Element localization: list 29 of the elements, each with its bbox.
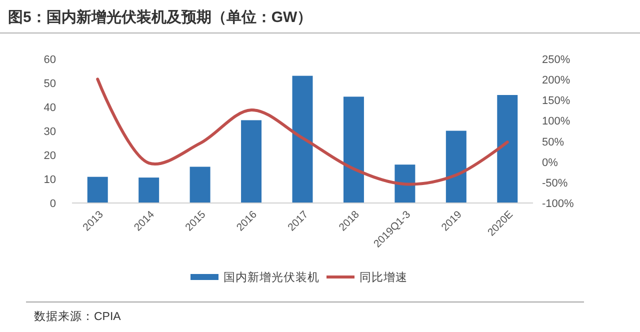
- y-tick-label: 0: [50, 198, 56, 210]
- y2-tick-label: 50%: [542, 136, 564, 148]
- bar: [87, 176, 108, 203]
- y2-tick-label: 150%: [542, 95, 570, 108]
- bar: [343, 96, 364, 203]
- y2-tick-label: 250%: [542, 54, 570, 66]
- y2-tick-label: 0%: [542, 156, 558, 169]
- source-note: 数据来源：CPIA: [34, 310, 122, 323]
- y-tick-label: 10: [44, 174, 56, 186]
- y2-tick-label: 200%: [542, 74, 570, 87]
- chart-title: 图5：国内新增光伏装机及预期（单位：GW）: [8, 8, 312, 26]
- bar: [190, 166, 210, 203]
- bar: [292, 76, 313, 203]
- y2-tick-label: -100%: [542, 198, 574, 210]
- line-series: [96, 78, 509, 186]
- y2-tick-label: -50%: [542, 177, 568, 190]
- bar: [446, 130, 466, 203]
- y-tick-label: 30: [44, 126, 56, 138]
- bar: [241, 120, 262, 203]
- y2-tick-label: 100%: [542, 116, 570, 128]
- legend-label: 国内新增光伏装机: [224, 270, 320, 284]
- bar: [138, 178, 160, 203]
- legend-label: 同比增速: [360, 271, 408, 284]
- y-tick-label: 60: [44, 54, 56, 66]
- y-tick-label: 50: [44, 78, 56, 90]
- y-tick-label: 40: [44, 102, 56, 114]
- bar: [394, 164, 416, 203]
- bar: [497, 95, 518, 203]
- y-tick-label: 20: [44, 150, 56, 162]
